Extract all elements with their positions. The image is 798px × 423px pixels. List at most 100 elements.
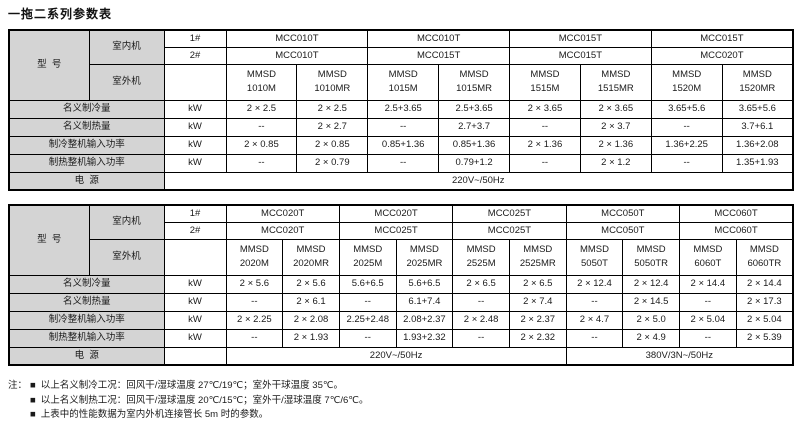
spec-value-cell: 3.65+5.6 bbox=[721, 99, 794, 119]
outdoor-model-cell: MMSD 2025MR bbox=[395, 238, 454, 276]
spec-value-cell: 2 × 5.04 bbox=[735, 310, 794, 330]
note-line: 注： ■ 以上名义制冷工况：回风干/湿球温度 27℃/19℃；室外干球温度 35… bbox=[8, 379, 794, 394]
spec-value-cell: -- bbox=[338, 328, 397, 348]
spec-value-cell: 2 × 2.7 bbox=[296, 117, 369, 137]
note-text: 上表中的性能数据为室内外机连接管长 5m 时的参数。 bbox=[40, 409, 269, 421]
spec-value-cell: 2.5+3.65 bbox=[367, 99, 440, 119]
spec-value-cell: 2 × 1.93 bbox=[282, 328, 340, 348]
note-line: ■ 以上名义制热工况：回风干/湿球温度 20℃/15℃；室外干/湿球温度 7℃/… bbox=[8, 394, 794, 409]
outdoor-model-cell: MMSD 1520MR bbox=[721, 63, 794, 101]
notes-section: 注： ■ 以上名义制冷工况：回风干/湿球温度 27℃/19℃；室外干球温度 35… bbox=[8, 379, 794, 423]
spec-value-cell: 3.7+6.1 bbox=[721, 117, 794, 137]
outdoor-model-cell: MMSD 6060T bbox=[679, 238, 737, 276]
spec-value-cell: 2 × 2.48 bbox=[452, 310, 510, 330]
note-text: 以上名义制热工况：回风干/湿球温度 20℃/15℃；室外干/湿球温度 7℃/6℃… bbox=[40, 394, 369, 406]
spec-label-cell: 制冷整机输入功率 bbox=[8, 310, 165, 330]
unit-cell: kW bbox=[163, 117, 227, 137]
spec-value-cell: 2 × 2.5 bbox=[225, 99, 298, 119]
spec-value-cell: -- bbox=[565, 292, 624, 312]
spec-value-cell: 2 × 5.0 bbox=[622, 310, 680, 330]
unit-cell: kW bbox=[163, 310, 227, 330]
spec-value-cell: 1.93+2.32 bbox=[395, 328, 454, 348]
indoor-1-model-cell: MCC020T bbox=[225, 204, 340, 223]
outdoor-empty-cell bbox=[163, 63, 227, 101]
outdoor-unit-header-cell: 室外机 bbox=[88, 63, 165, 101]
spec-value-cell: 2 × 7.4 bbox=[508, 292, 567, 312]
note-text: 以上名义制冷工况：回风干/湿球温度 27℃/19℃；室外干球温度 35℃。 bbox=[40, 380, 344, 391]
spec-value-cell: -- bbox=[367, 117, 440, 137]
spec-value-cell: -- bbox=[650, 117, 723, 137]
indoor-1-model-cell: MCC025T bbox=[452, 204, 567, 223]
spec-value-cell: 2 × 4.9 bbox=[622, 328, 680, 348]
unit-cell: kW bbox=[163, 135, 227, 155]
spec-value-cell: 3.65+5.6 bbox=[650, 99, 723, 119]
spec-value-cell: 2 × 2.5 bbox=[296, 99, 369, 119]
page-title: 一拖二系列参数表 bbox=[8, 7, 113, 21]
spec-value-cell: 2 × 0.85 bbox=[296, 135, 369, 155]
spec-value-cell: 2 × 5.6 bbox=[282, 274, 340, 294]
indoor-1-tag-cell: 1# bbox=[163, 204, 227, 223]
unit-cell: kW bbox=[163, 99, 227, 119]
table-2-container: 型 号室内机 1# MCC020T MCC020T MCC025T MCC050T MCC0… bbox=[8, 204, 794, 366]
indoor-2-model-cell: MCC015T bbox=[367, 46, 510, 65]
spec-value-cell: 6.1+7.4 bbox=[395, 292, 454, 312]
indoor-2-model-cell: MCC025T bbox=[452, 221, 567, 240]
spec-value-cell: 2 × 1.2 bbox=[579, 153, 652, 173]
indoor-2-tag-cell: 2# bbox=[163, 46, 227, 65]
indoor-1-model-cell: MCC060T bbox=[679, 204, 794, 223]
spec-value-cell: 2 × 3.7 bbox=[579, 117, 652, 137]
spec-value-cell: 0.85+1.36 bbox=[367, 135, 440, 155]
outdoor-model-cell: MMSD 6060TR bbox=[735, 238, 794, 276]
spec-value-cell: -- bbox=[225, 153, 298, 173]
spec-value-cell: 2 × 14.4 bbox=[679, 274, 737, 294]
spec-value-cell: 2 × 17.3 bbox=[735, 292, 794, 312]
indoor-1-model-cell: MCC020T bbox=[338, 204, 454, 223]
square-bullet-icon: ■ bbox=[30, 409, 36, 421]
spec-value-cell: 2 × 1.36 bbox=[509, 135, 581, 155]
spec-value-cell: 1.36+2.25 bbox=[650, 135, 723, 155]
outdoor-model-cell: MMSD 2020M bbox=[225, 238, 284, 276]
spec-label-cell: 制冷整机输入功率 bbox=[8, 135, 165, 155]
outdoor-model-cell: MMSD 1515M bbox=[509, 63, 581, 101]
square-bullet-icon: ■ bbox=[30, 380, 36, 391]
indoor-2-model-cell: MCC025T bbox=[338, 221, 454, 240]
spec-value-cell: 2 × 5.04 bbox=[679, 310, 737, 330]
indoor-2-model-cell: MCC020T bbox=[650, 46, 794, 65]
outdoor-empty-cell bbox=[163, 238, 227, 276]
outdoor-model-cell: MMSD 1515MR bbox=[579, 63, 652, 101]
spec-value-cell: -- bbox=[565, 328, 624, 348]
unit-cell: kW bbox=[163, 274, 227, 294]
spec-value-cell: 5.6+6.5 bbox=[395, 274, 454, 294]
spec-value-cell: -- bbox=[225, 328, 284, 348]
spec-value-cell: -- bbox=[225, 292, 284, 312]
outdoor-model-cell: MMSD 2020MR bbox=[282, 238, 340, 276]
indoor-2-model-cell: MCC050T bbox=[565, 221, 681, 240]
spec-value-cell: -- bbox=[679, 292, 737, 312]
square-bullet-icon: ■ bbox=[30, 394, 36, 406]
model-header-cell: 型 号 bbox=[8, 29, 90, 101]
spec-value-cell: 2.25+2.48 bbox=[338, 310, 397, 330]
spec-value-cell: 2 × 6.5 bbox=[508, 274, 567, 294]
outdoor-model-cell: MMSD 2525MR bbox=[508, 238, 567, 276]
spec-label-cell: 制热整机输入功率 bbox=[8, 153, 165, 173]
power-value-cell bbox=[163, 346, 227, 366]
spec-value-cell: 2 × 5.6 bbox=[225, 274, 284, 294]
power-value-cell: 220V~/50Hz bbox=[225, 346, 567, 366]
note-prefix: 注： bbox=[8, 380, 28, 391]
indoor-1-tag-cell: 1# bbox=[163, 29, 227, 48]
spec-value-cell: -- bbox=[509, 117, 581, 137]
spec-value-cell: 0.79+1.2 bbox=[438, 153, 510, 173]
spec-value-cell: 2 × 14.4 bbox=[735, 274, 794, 294]
spec-value-cell: 2 × 6.5 bbox=[452, 274, 510, 294]
spec-value-cell: 1.36+2.08 bbox=[721, 135, 794, 155]
indoor-2-model-cell: MCC010T bbox=[225, 46, 369, 65]
spec-value-cell: 2 × 12.4 bbox=[622, 274, 680, 294]
indoor-unit-header-cell: 室内机 bbox=[88, 29, 165, 65]
spec-value-cell: 2.7+3.7 bbox=[438, 117, 510, 137]
table-1-container: 型 号室内机 1# MCC010T MCC010T MCC015T MCC015T 2# MC… bbox=[8, 29, 794, 191]
spec-value-cell: 2 × 4.7 bbox=[565, 310, 624, 330]
spec-value-cell: -- bbox=[509, 153, 581, 173]
spec-value-cell: 2 × 2.37 bbox=[508, 310, 567, 330]
spec-value-cell: 2.08+2.37 bbox=[395, 310, 454, 330]
spec-label-cell: 制热整机输入功率 bbox=[8, 328, 165, 348]
